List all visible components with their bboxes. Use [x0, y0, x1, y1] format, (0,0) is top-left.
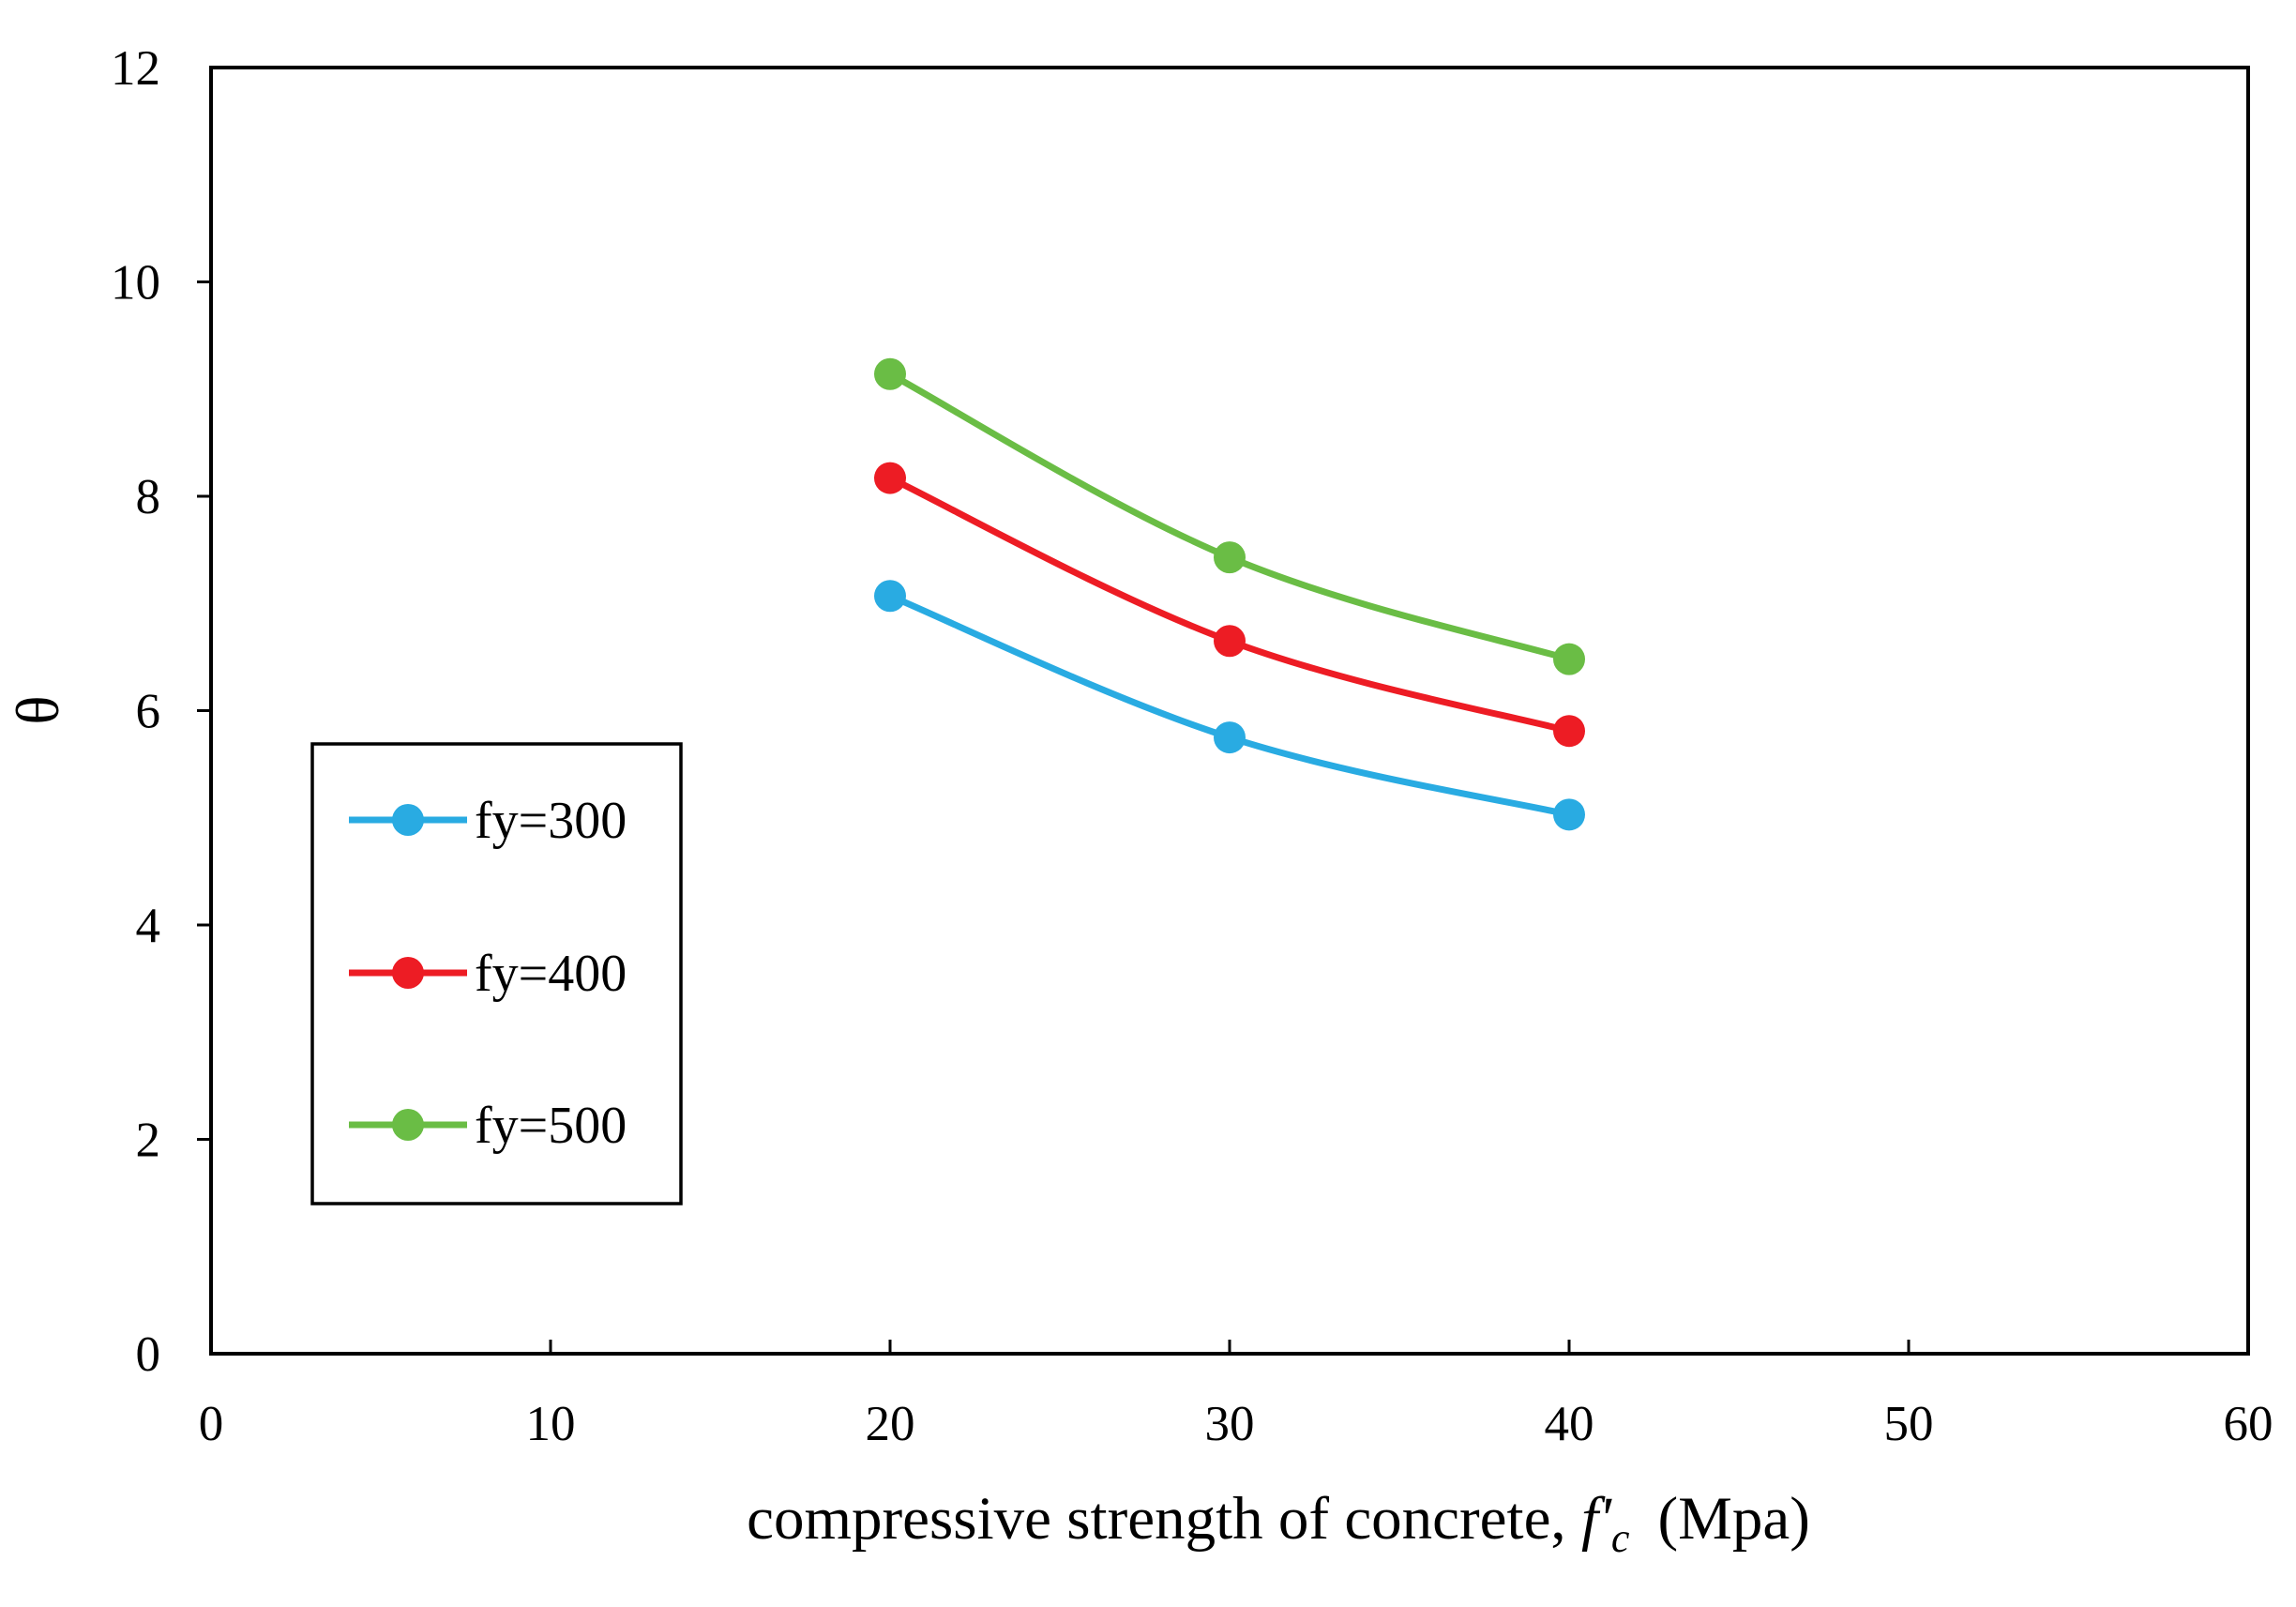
tick-marks [197, 280, 1911, 1354]
data-point [874, 580, 906, 613]
y-tick-label: 12 [111, 41, 160, 96]
x-axis-title-subscript: c [1611, 1515, 1630, 1561]
series-fy=400 [874, 462, 1585, 748]
data-point [1553, 715, 1585, 748]
data-point [1214, 625, 1246, 658]
legend-swatch-marker [392, 957, 424, 989]
y-tick-label: 2 [136, 1114, 161, 1168]
data-point [1553, 643, 1585, 675]
x-tick-label: 20 [866, 1397, 915, 1451]
x-axis-title-symbol: f' [1581, 1485, 1612, 1553]
data-point [1214, 721, 1246, 754]
legend-item: fy=500 [349, 1097, 627, 1155]
x-axis-title: compressive strength of concrete, f'c (Mp… [747, 1485, 1810, 1561]
legend-label: fy=400 [475, 945, 627, 1003]
data-point [874, 357, 906, 390]
plot-frame [209, 66, 2250, 1356]
legend-swatch-marker [392, 1109, 424, 1141]
legend-item: fy=300 [349, 792, 627, 850]
legend-swatch-marker [392, 804, 424, 836]
data-point [874, 462, 906, 494]
legend-label: fy=300 [475, 792, 627, 850]
data-point [1214, 541, 1246, 574]
legend-label: fy=500 [475, 1097, 627, 1155]
y-tick-label: 6 [136, 685, 161, 739]
x-tick-label: 0 [199, 1397, 224, 1451]
legend-items: fy=300 fy=400 fy=500 [349, 792, 627, 1155]
y-axis-title: θ [5, 695, 72, 724]
x-axis-title-units: (Mpa) [1657, 1485, 1809, 1553]
y-tick-label: 0 [136, 1327, 161, 1382]
x-tick-label: 50 [1884, 1397, 1934, 1451]
y-tick-label: 10 [111, 256, 160, 311]
x-tick-label: 60 [2224, 1397, 2273, 1451]
tick-labels: 0 10 20 30 40 50 60 0 2 4 6 8 10 12 [111, 41, 2273, 1451]
series-line [886, 371, 1573, 663]
series-line [886, 475, 1573, 735]
series-layer [874, 357, 1585, 831]
series-fy=300 [874, 580, 1585, 831]
x-tick-label: 10 [526, 1397, 576, 1451]
y-tick-label: 8 [136, 470, 161, 524]
x-tick-label: 30 [1205, 1397, 1255, 1451]
x-axis-title-prefix: compressive strength of concrete, [747, 1485, 1581, 1553]
x-tick-label: 40 [1545, 1397, 1594, 1451]
legend-item: fy=400 [349, 945, 627, 1003]
series-fy=500 [874, 357, 1585, 675]
data-point [1553, 798, 1585, 831]
y-tick-label: 4 [136, 899, 161, 953]
legend: fy=300 fy=400 fy=500 [310, 742, 683, 1205]
